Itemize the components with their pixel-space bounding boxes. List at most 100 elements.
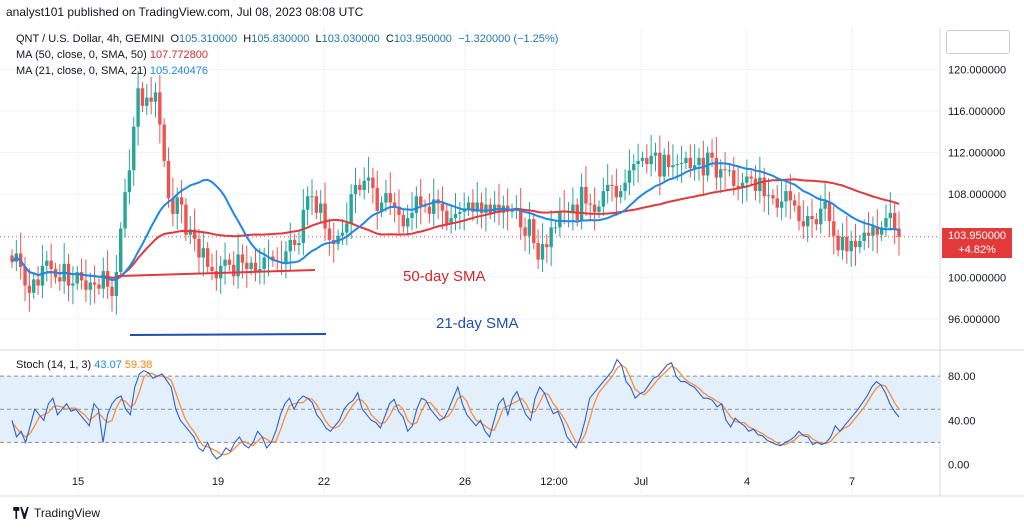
candle-body — [240, 254, 245, 263]
candle-body — [475, 202, 479, 212]
candle-body — [579, 186, 584, 221]
candle-body — [897, 228, 901, 237]
candle-body — [771, 195, 775, 199]
ma21-value: 105.240476 — [149, 65, 209, 77]
candle-body — [432, 199, 436, 214]
candle-body — [84, 280, 88, 290]
candle-body — [671, 165, 675, 168]
candle-body — [619, 191, 623, 198]
price-scale-box[interactable] — [946, 30, 1010, 54]
candle-body — [775, 198, 779, 208]
candle-body — [392, 202, 397, 207]
candle-body — [601, 191, 606, 207]
candle-body — [784, 191, 788, 202]
candle-body — [810, 216, 814, 220]
time-tick-label: 22 — [318, 476, 330, 488]
candle-body — [340, 232, 345, 236]
candle-body — [605, 184, 610, 192]
candle-body — [123, 192, 127, 229]
candle-body — [288, 239, 292, 252]
candle-body — [888, 212, 893, 219]
candle-body — [710, 152, 714, 158]
candle-body — [597, 206, 601, 212]
ohlc-open: O105.310000 — [170, 33, 238, 45]
ma50-line — [11, 178, 900, 279]
candle-body — [653, 152, 658, 156]
candle-body — [458, 211, 462, 214]
candle-body — [645, 157, 649, 165]
candle-body — [236, 254, 240, 277]
candle-body — [427, 206, 432, 214]
price-tick-label: 96.000000 — [948, 314, 1000, 326]
ma50-legend-row: MA (50, close, 0, SMA, 50) 107.772800 — [16, 49, 208, 61]
candle-body — [797, 205, 801, 222]
candle-body — [740, 182, 745, 188]
candle-body — [45, 260, 49, 266]
candle-body — [792, 200, 797, 206]
candle-body — [92, 282, 97, 285]
candle-body — [375, 187, 379, 211]
candle-body — [192, 229, 197, 239]
candle-body — [471, 202, 475, 212]
candle-body — [884, 218, 888, 228]
candle-body — [140, 88, 145, 106]
candle-body — [805, 216, 810, 227]
candle-body — [692, 165, 697, 169]
candle-body — [484, 204, 488, 213]
candle-body — [97, 284, 101, 289]
candle-body — [271, 256, 275, 261]
candle-body — [410, 212, 414, 219]
candle-body — [801, 221, 806, 227]
candle-body — [588, 203, 592, 205]
candle-body — [319, 203, 323, 213]
stoch-k-value: 43.07 — [94, 359, 122, 371]
ma21-legend-row: MA (21, close, 0, SMA, 21) 105.240476 — [16, 65, 208, 77]
time-tick-label: 15 — [72, 476, 84, 488]
footer[interactable]: TradingView — [12, 506, 100, 520]
candle-body — [523, 227, 527, 236]
candle-body — [892, 212, 897, 229]
candle-body — [397, 206, 401, 215]
candle-body — [862, 232, 866, 241]
candle-body — [714, 157, 719, 178]
candle-body — [532, 219, 536, 244]
candle-body — [379, 202, 384, 211]
candle-body — [584, 186, 588, 204]
candle-body — [827, 201, 832, 222]
candle-body — [762, 177, 766, 197]
candle-body — [27, 285, 32, 293]
candle-body — [388, 193, 392, 203]
candle-body — [732, 170, 736, 186]
candle-body — [745, 176, 749, 183]
symbol-title: QNT / U.S. Dollar, 4h, GEMINI — [16, 33, 165, 45]
tradingview-logo-icon — [13, 507, 29, 519]
candle-body — [666, 154, 671, 168]
stoch-d-line — [11, 364, 900, 456]
candle-body — [719, 169, 723, 178]
ma21-label: MA (21, close, 0, SMA, 21) — [16, 65, 147, 77]
candle-body — [349, 194, 353, 224]
price-tick-label: 120.000000 — [948, 65, 1006, 77]
candle-body — [571, 204, 575, 212]
candle-body — [49, 260, 53, 269]
stoch-d-value: 59.38 — [124, 359, 153, 371]
ohlc-low: L103.030000 — [315, 33, 380, 45]
candle-body — [305, 196, 310, 210]
candle-body — [419, 196, 423, 206]
candle-body — [36, 279, 40, 286]
time-tick-label: Jul — [634, 476, 648, 488]
candle-body — [423, 205, 427, 207]
ma50-label: MA (50, close, 0, SMA, 50) — [16, 49, 147, 61]
candle-body — [445, 210, 449, 225]
candle-body — [440, 203, 445, 211]
candle-body — [662, 154, 666, 177]
candle-body — [171, 198, 175, 214]
candle-body — [127, 170, 132, 193]
annotation-21-day-sma: 21-day SMA — [436, 315, 519, 332]
candle-body — [736, 185, 740, 188]
candle-body — [310, 196, 314, 198]
candle-body — [79, 272, 84, 281]
candle-body — [362, 180, 366, 191]
candle-body — [245, 262, 249, 269]
